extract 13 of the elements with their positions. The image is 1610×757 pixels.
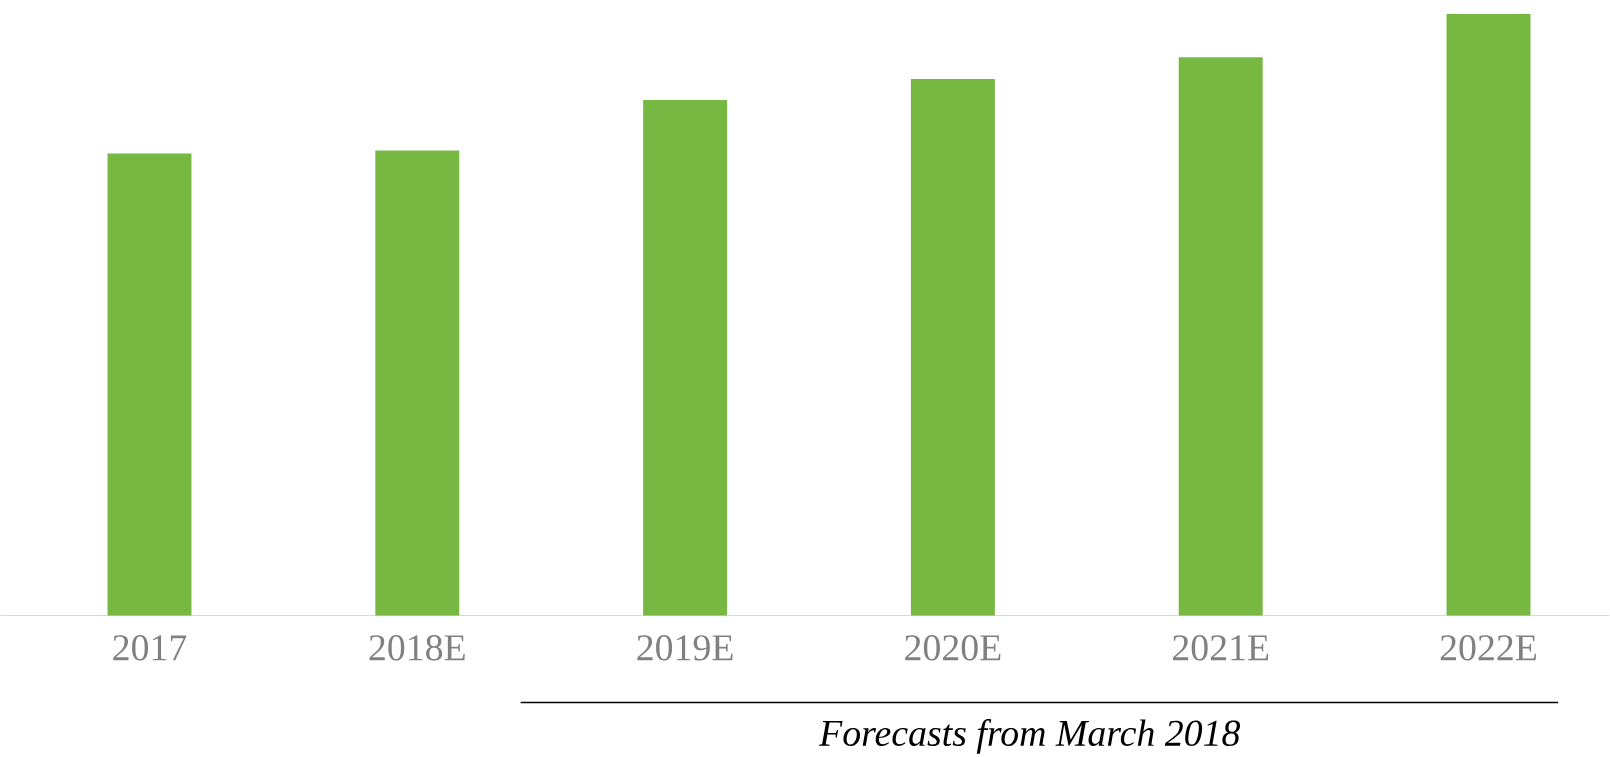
bar bbox=[910, 78, 995, 616]
bar bbox=[1446, 13, 1531, 616]
x-tick-label: 2022E bbox=[1440, 634, 1536, 661]
text: Forecasts from March 2018 bbox=[818, 719, 1241, 754]
x-tick-label: 2017 bbox=[113, 634, 187, 661]
x-tick-label: 2019E bbox=[637, 634, 733, 661]
bar bbox=[1178, 57, 1263, 616]
x-tick-label: 2018E bbox=[369, 634, 465, 661]
bar bbox=[107, 153, 192, 616]
x-tick-label: 2021E bbox=[1172, 634, 1269, 661]
bar bbox=[643, 99, 728, 616]
bar bbox=[375, 150, 460, 616]
x-tick-label: 2020E bbox=[905, 634, 1001, 661]
